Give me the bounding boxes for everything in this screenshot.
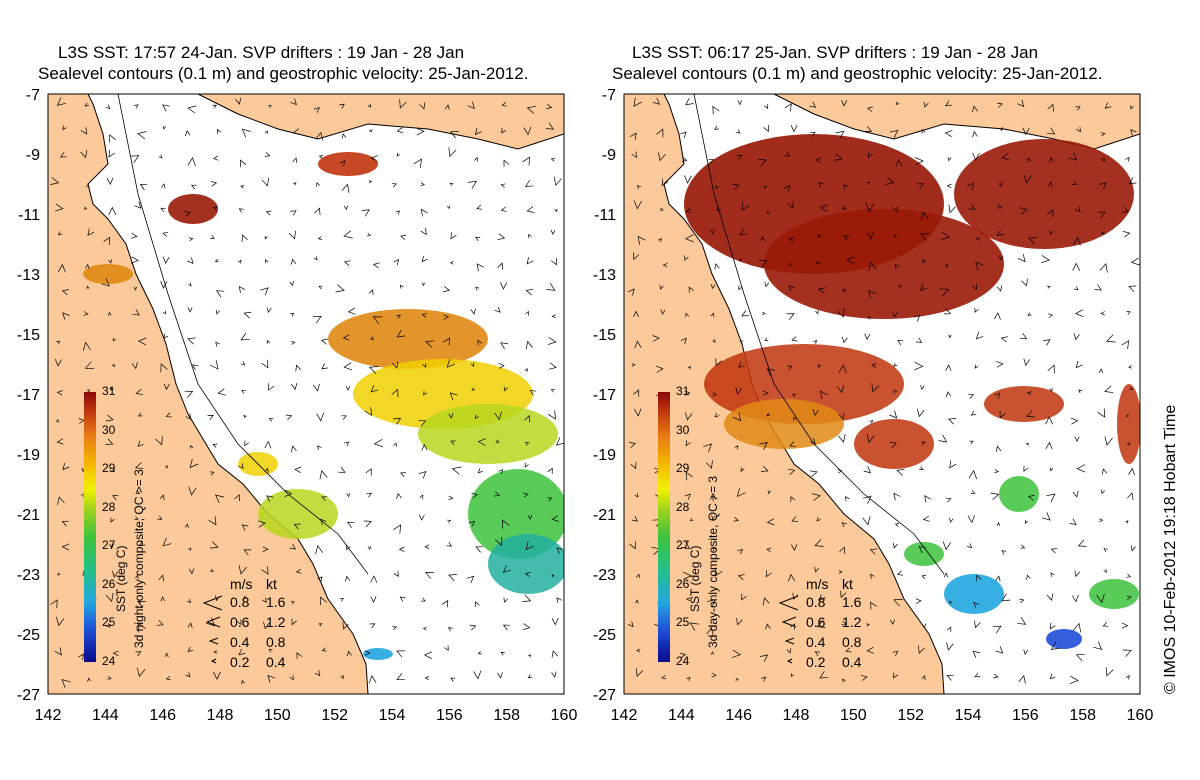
y-tick-label: -11 (594, 207, 616, 224)
y-tick-label: -11 (18, 207, 40, 224)
right-colorbar (658, 392, 670, 662)
legend-row-kt-0: 1.6 (266, 594, 286, 610)
left-panel-title-line1: L3S SST: 17:57 24-Jan. SVP drifters : 19… (58, 43, 465, 62)
x-tick-label: 146 (149, 707, 176, 724)
legend-row-kt-1: 1.2 (266, 614, 286, 630)
x-tick-label: 156 (1012, 707, 1039, 724)
x-tick-label: 152 (321, 707, 348, 724)
legend-row-kt-3: 0.4 (266, 654, 286, 670)
y-tick-label: -13 (593, 267, 616, 284)
x-tick-label: 146 (725, 707, 752, 724)
imos-credit: © IMOS 10-Feb-2012 19:18 Hobart Time (1162, 404, 1179, 694)
x-tick-label: 160 (551, 707, 578, 724)
x-tick-label: 154 (955, 707, 982, 724)
y-tick-label: -21 (17, 507, 40, 524)
x-tick-label: 158 (1069, 707, 1096, 724)
left-x-axis: 142 144 146 148 150 152 154 156 158 160 (35, 707, 578, 724)
x-tick-label: 150 (840, 707, 867, 724)
x-tick-label: 158 (493, 707, 520, 724)
x-tick-label: 154 (379, 707, 406, 724)
y-tick-label: -23 (17, 567, 40, 584)
legend-row-ms-0: 0.8 (806, 594, 826, 610)
x-tick-label: 150 (264, 707, 291, 724)
colorbar-tick-label: 24 (676, 654, 690, 668)
left-panel-title-line2: Sealevel contours (0.1 m) and geostrophi… (38, 64, 529, 83)
y-tick-label: -9 (26, 147, 40, 164)
colorbar-tick-label: 28 (676, 499, 690, 514)
legend-header-ms: m/s (230, 576, 253, 592)
y-tick-label: -13 (17, 267, 40, 284)
legend-row-ms-3: 0.2 (806, 654, 826, 670)
legend-header-kt: kt (842, 576, 853, 592)
x-tick-label: 160 (1127, 707, 1154, 724)
y-tick-label: -9 (602, 147, 616, 164)
y-tick-label: -15 (17, 327, 40, 344)
x-tick-label: 152 (897, 707, 924, 724)
legend-row-kt-0: 1.6 (842, 594, 862, 610)
legend-row-ms-2: 0.4 (230, 634, 250, 650)
y-tick-label: -7 (602, 87, 616, 104)
colorbar-tick-label: 29 (102, 461, 116, 476)
colorbar-tick-label: 29 (676, 461, 690, 476)
y-tick-label: -25 (17, 627, 40, 644)
colorbar-tick-label: 27 (676, 538, 690, 553)
colorbar-tick-label: 30 (676, 422, 690, 437)
legend-row-ms-0: 0.8 (230, 594, 250, 610)
left-y-axis: -7 -9 -11 -13 -15 -17 -19 -21 -23 -25 -27 (17, 87, 40, 704)
colorbar-tick-label: 26 (676, 576, 690, 591)
x-tick-label: 156 (436, 707, 463, 724)
y-tick-label: -19 (593, 447, 616, 464)
x-tick-label: 142 (611, 707, 638, 724)
left-colorbar-label: SST (deg C) (114, 545, 128, 612)
y-tick-label: -25 (593, 627, 616, 644)
y-tick-label: -23 (593, 567, 616, 584)
x-tick-label: 144 (92, 707, 119, 724)
y-tick-label: -17 (17, 387, 40, 404)
legend-row-ms-1: 0.6 (230, 614, 250, 630)
right-composite-label: 3d day-only composite, QC >= 3 (706, 475, 720, 648)
y-tick-label: -15 (593, 327, 616, 344)
y-tick-label: -7 (26, 87, 40, 104)
colorbar-tick-label: 24 (102, 654, 116, 668)
colorbar-tick-label: 31 (676, 384, 690, 398)
right-panel-title-line1: L3S SST: 06:17 25-Jan. SVP drifters : 19… (632, 43, 1039, 62)
legend-row-kt-3: 0.4 (842, 654, 862, 670)
right-x-axis: 142 144 146 148 150 152 154 156 158 160 (611, 707, 1154, 724)
right-panel-title-line2: Sealevel contours (0.1 m) and geostrophi… (612, 64, 1103, 83)
legend-arrow-glyphs (202, 595, 223, 664)
legend-header-ms: m/s (806, 576, 829, 592)
left-composite-label: 3d night-only composite, QC >= 3 (132, 469, 146, 648)
y-tick-label: -17 (593, 387, 616, 404)
right-colorbar-label: SST (deg C) (688, 545, 702, 612)
colorbar-tick-label: 25 (102, 615, 116, 630)
y-tick-label: -19 (17, 447, 40, 464)
colorbar-tick-label: 27 (102, 538, 116, 553)
legend-row-ms-2: 0.4 (806, 634, 826, 650)
colorbar-tick-label: 26 (102, 576, 116, 591)
colorbar-tick-label: 31 (102, 384, 116, 398)
x-tick-label: 142 (35, 707, 62, 724)
y-tick-label: -27 (593, 687, 616, 704)
colorbar-tick-label: 30 (102, 422, 116, 437)
y-tick-label: -21 (593, 507, 616, 524)
colorbar-tick-label: 25 (676, 615, 690, 630)
legend-row-ms-3: 0.2 (230, 654, 250, 670)
legend-row-kt-2: 0.8 (842, 634, 862, 650)
legend-row-ms-1: 0.6 (806, 614, 826, 630)
legend-row-kt-1: 1.2 (842, 614, 862, 630)
x-tick-label: 148 (783, 707, 810, 724)
right-y-axis: -7 -9 -11 -13 -15 -17 -19 -21 -23 -25 -27 (593, 87, 616, 704)
left-colorbar (84, 392, 96, 662)
x-tick-label: 148 (207, 707, 234, 724)
legend-row-kt-2: 0.8 (266, 634, 286, 650)
colorbar-tick-label: 28 (102, 499, 116, 514)
y-tick-label: -27 (17, 687, 40, 704)
legend-header-kt: kt (266, 576, 277, 592)
x-tick-label: 144 (668, 707, 695, 724)
legend-arrow-glyphs (778, 595, 799, 664)
